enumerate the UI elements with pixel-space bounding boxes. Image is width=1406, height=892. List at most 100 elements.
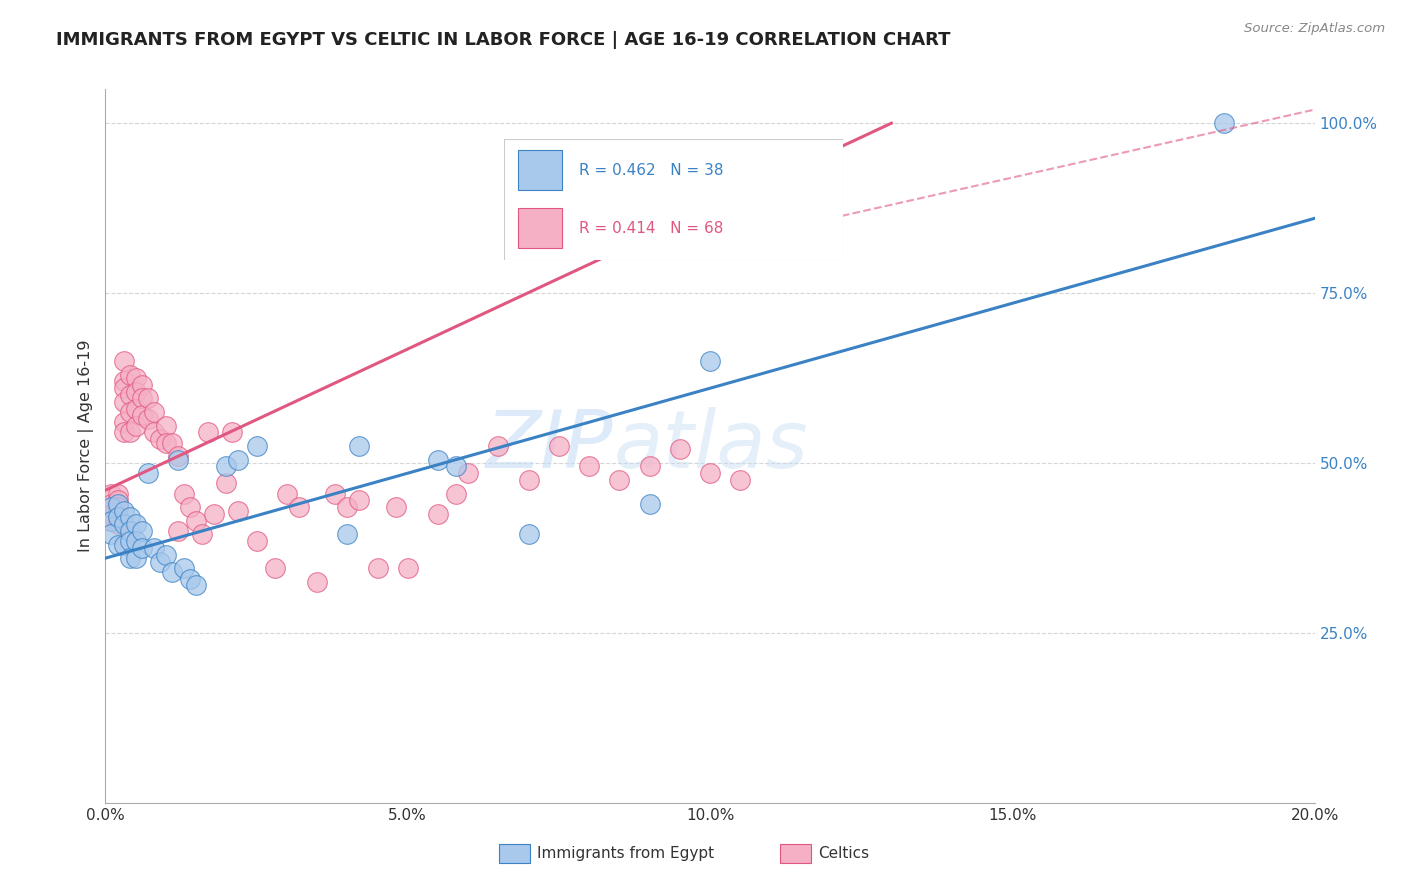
Point xyxy=(118,510,141,524)
Text: Celtics: Celtics xyxy=(818,847,869,861)
Point xyxy=(131,377,153,392)
Point xyxy=(444,459,467,474)
Point xyxy=(112,354,135,368)
Point xyxy=(136,392,159,406)
Point xyxy=(100,514,122,528)
Point xyxy=(167,452,190,467)
Point xyxy=(669,442,692,457)
Point xyxy=(396,561,419,575)
Point xyxy=(263,561,285,575)
Point xyxy=(202,507,225,521)
Point xyxy=(149,555,172,569)
Point xyxy=(100,507,122,521)
Point xyxy=(179,500,201,515)
Point xyxy=(1212,116,1236,130)
Point xyxy=(336,527,359,541)
Point xyxy=(100,527,122,541)
Point xyxy=(155,418,177,433)
Text: ZIP: ZIP xyxy=(486,407,613,485)
Point xyxy=(107,500,129,515)
Point xyxy=(125,384,148,399)
Point xyxy=(118,388,141,402)
Point xyxy=(125,418,148,433)
Point xyxy=(112,381,135,395)
Point xyxy=(197,425,219,440)
Point xyxy=(107,537,129,551)
Point xyxy=(167,524,190,538)
Point xyxy=(578,459,600,474)
Y-axis label: In Labor Force | Age 16-19: In Labor Force | Age 16-19 xyxy=(79,340,94,552)
Point xyxy=(118,534,141,549)
Point xyxy=(155,548,177,562)
Point xyxy=(107,510,129,524)
Point xyxy=(336,500,359,515)
Point xyxy=(112,517,135,532)
Point xyxy=(638,459,661,474)
Text: Source: ZipAtlas.com: Source: ZipAtlas.com xyxy=(1244,22,1385,36)
Point xyxy=(118,425,141,440)
Point xyxy=(384,500,406,515)
Point xyxy=(107,510,129,524)
Point xyxy=(149,432,172,446)
Point xyxy=(112,425,135,440)
Point xyxy=(125,401,148,416)
Point xyxy=(730,473,752,487)
Point xyxy=(118,405,141,419)
Point xyxy=(288,500,311,515)
Point xyxy=(427,507,450,521)
Text: IMMIGRANTS FROM EGYPT VS CELTIC IN LABOR FORCE | AGE 16-19 CORRELATION CHART: IMMIGRANTS FROM EGYPT VS CELTIC IN LABOR… xyxy=(56,31,950,49)
Point xyxy=(160,435,183,450)
Point xyxy=(186,514,208,528)
Point xyxy=(191,527,214,541)
Point xyxy=(517,473,540,487)
Point xyxy=(488,439,510,453)
Point xyxy=(107,497,129,511)
Point xyxy=(100,497,122,511)
Point xyxy=(112,375,135,389)
Point xyxy=(215,476,238,491)
Point xyxy=(349,439,371,453)
Point xyxy=(142,405,165,419)
Point xyxy=(307,574,329,589)
Point xyxy=(136,412,159,426)
Point xyxy=(118,368,141,382)
Point xyxy=(100,500,122,515)
Point xyxy=(142,541,165,555)
Point xyxy=(366,561,388,575)
Point xyxy=(427,452,450,467)
Point xyxy=(112,503,135,517)
Point xyxy=(548,439,571,453)
Point xyxy=(228,452,250,467)
Point xyxy=(246,439,269,453)
Point xyxy=(125,517,148,532)
Point xyxy=(125,534,148,549)
Point xyxy=(155,435,177,450)
Point xyxy=(173,486,195,500)
Point xyxy=(186,578,208,592)
Point xyxy=(100,514,122,528)
Point xyxy=(517,527,540,541)
Point xyxy=(136,466,159,480)
Point xyxy=(160,565,183,579)
Point xyxy=(349,493,371,508)
Point xyxy=(131,392,153,406)
Point xyxy=(112,415,135,429)
Point xyxy=(118,524,141,538)
Point xyxy=(167,449,190,463)
Point xyxy=(179,572,201,586)
Point xyxy=(228,503,250,517)
Point xyxy=(125,551,148,566)
Point xyxy=(638,497,661,511)
Point xyxy=(457,466,479,480)
Text: Immigrants from Egypt: Immigrants from Egypt xyxy=(537,847,714,861)
Point xyxy=(125,371,148,385)
Point xyxy=(118,551,141,566)
Point xyxy=(112,394,135,409)
Point xyxy=(131,409,153,423)
Text: atlas: atlas xyxy=(613,407,808,485)
Point xyxy=(609,473,631,487)
Point xyxy=(699,354,721,368)
Point xyxy=(215,459,238,474)
Point xyxy=(276,486,298,500)
Point xyxy=(323,486,346,500)
